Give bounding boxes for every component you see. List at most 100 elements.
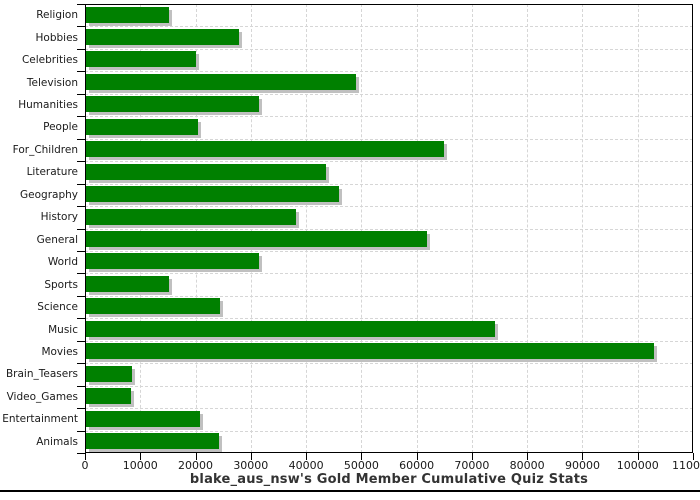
y-label-entertainment: Entertainment <box>2 413 78 426</box>
x-label-80000: 80000 <box>509 459 545 472</box>
horizontal-gridline <box>85 385 693 387</box>
y-axis-tick <box>77 4 85 5</box>
horizontal-gridline <box>85 26 693 28</box>
x-axis-tick <box>527 453 529 460</box>
horizontal-gridline <box>85 71 693 73</box>
bar-celebrities <box>86 51 196 68</box>
y-label-literature: Literature <box>26 166 78 179</box>
x-axis-tick <box>250 453 252 460</box>
chart-title: blake_aus_nsw's Gold Member Cumulative Q… <box>189 472 589 487</box>
horizontal-gridline <box>85 295 693 297</box>
bar-science <box>86 298 220 315</box>
x-label-50000: 50000 <box>343 459 379 472</box>
x-axis-tick <box>582 453 584 460</box>
y-label-geography: Geography <box>20 188 78 201</box>
y-axis-tick <box>77 363 85 365</box>
y-label-sports: Sports <box>44 278 78 291</box>
y-axis-tick <box>77 385 85 387</box>
x-label-60000: 60000 <box>399 459 435 472</box>
y-axis-tick <box>77 93 85 95</box>
horizontal-gridline <box>85 206 693 208</box>
x-label-20000: 20000 <box>178 459 214 472</box>
horizontal-gridline <box>85 363 693 365</box>
x-axis-tick <box>85 453 86 460</box>
y-axis-tick <box>77 26 85 28</box>
y-label-history: History <box>40 211 78 224</box>
x-label-90000: 90000 <box>564 459 600 472</box>
bar-literature <box>86 163 326 180</box>
bar-world <box>86 253 259 270</box>
y-axis-tick <box>77 273 85 275</box>
y-axis-tick <box>77 71 85 73</box>
horizontal-gridline <box>85 318 693 320</box>
y-label-science: Science <box>37 301 78 314</box>
bar-people <box>86 118 198 135</box>
bar-general <box>86 231 427 247</box>
bar-music <box>86 320 495 337</box>
y-label-humanities: Humanities <box>18 99 78 112</box>
y-axis-tick <box>77 48 85 50</box>
y-label-for_children: For_Children <box>12 143 78 156</box>
y-axis-tick <box>77 453 85 454</box>
bar-for_children <box>86 141 444 158</box>
horizontal-gridline <box>85 183 693 185</box>
y-label-hobbies: Hobbies <box>35 31 79 44</box>
x-label-70000: 70000 <box>454 459 490 472</box>
y-axis-tick <box>77 295 85 297</box>
horizontal-gridline <box>85 273 693 275</box>
bar-hobbies <box>86 28 239 45</box>
horizontal-gridline <box>85 430 693 432</box>
y-label-animals: Animals <box>36 435 78 448</box>
y-label-world: World <box>47 256 78 269</box>
y-axis-tick <box>77 116 85 118</box>
horizontal-gridline <box>85 93 693 95</box>
horizontal-gridline <box>85 138 693 140</box>
x-axis-tick <box>471 453 473 460</box>
x-label-100000: 100000 <box>616 459 659 472</box>
bottom-divider-line <box>0 490 700 492</box>
y-label-movies: Movies <box>41 345 78 358</box>
bar-geography <box>86 186 339 203</box>
y-label-television: Television <box>26 76 78 89</box>
x-axis-tick <box>306 453 308 460</box>
x-label-40000: 40000 <box>288 459 324 472</box>
horizontal-gridline <box>85 250 693 252</box>
y-axis-tick <box>77 340 85 342</box>
x-label-110000: 110000 <box>672 459 700 472</box>
x-axis-tick <box>361 453 363 460</box>
horizontal-gridline <box>85 116 693 118</box>
y-label-people: People <box>43 121 78 134</box>
y-axis-tick <box>77 430 85 432</box>
y-axis-tick <box>77 183 85 185</box>
x-axis-tick <box>637 453 639 460</box>
horizontal-gridline <box>85 408 693 410</box>
y-label-video_games: Video_Games <box>6 390 78 403</box>
bar-brain_teasers <box>86 365 132 382</box>
horizontal-gridline <box>85 340 693 342</box>
bar-humanities <box>86 96 259 113</box>
y-label-celebrities: Celebrities <box>21 54 78 67</box>
bar-animals <box>86 433 219 450</box>
y-axis-tick <box>77 161 85 163</box>
y-axis-tick <box>77 318 85 320</box>
y-axis-tick <box>77 206 85 208</box>
x-axis-tick <box>195 453 197 460</box>
y-axis-tick <box>77 228 85 230</box>
y-label-general: General <box>36 233 78 246</box>
bar-sports <box>86 275 169 292</box>
x-label-10000: 10000 <box>122 459 158 472</box>
x-label-30000: 30000 <box>233 459 269 472</box>
bar-religion <box>86 6 169 23</box>
y-label-religion: Religion <box>36 9 78 22</box>
x-axis-tick <box>416 453 418 460</box>
y-label-brain_teasers: Brain_Teasers <box>5 368 78 381</box>
y-axis-tick <box>77 250 85 252</box>
bar-television <box>86 73 356 90</box>
horizontal-gridline <box>85 48 693 50</box>
x-axis-tick <box>693 453 694 460</box>
y-label-music: Music <box>48 323 78 336</box>
bar-video_games <box>86 388 131 405</box>
bar-movies <box>86 343 654 360</box>
bar-history <box>86 208 296 225</box>
